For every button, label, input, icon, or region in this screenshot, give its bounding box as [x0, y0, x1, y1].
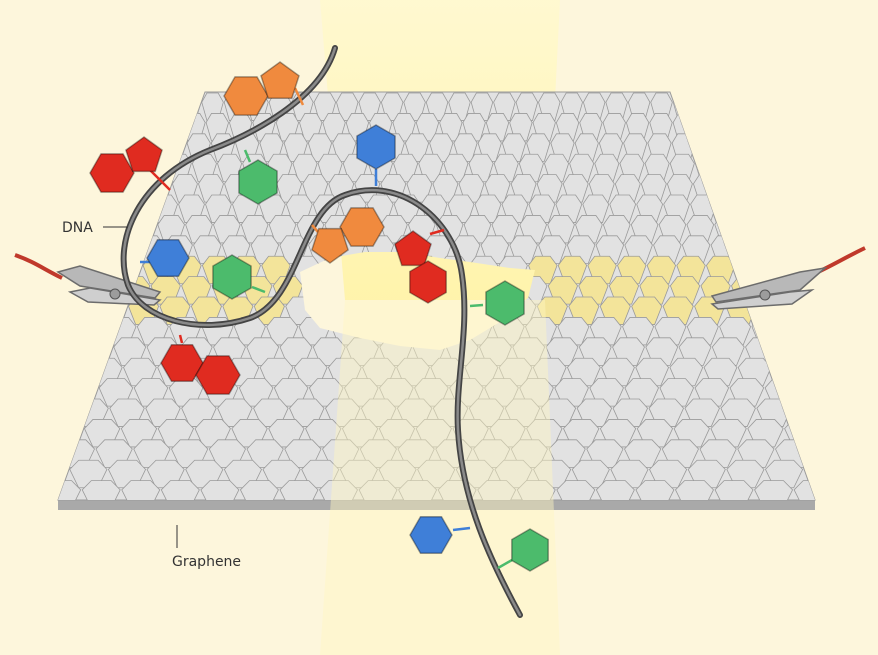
lattice-hex [675, 480, 714, 500]
lattice-hex [719, 174, 745, 203]
graphene-lattice [58, 92, 878, 509]
lattice-hex [279, 480, 319, 500]
lattice-hex [160, 480, 200, 500]
lattice-hex [843, 460, 878, 488]
base-orange-center [311, 207, 385, 264]
base-red-center [394, 228, 447, 304]
dna-label: DNA [62, 220, 93, 236]
left-wire [14, 253, 63, 280]
dna-callout: DNA [62, 220, 128, 236]
base-orange-top [223, 61, 305, 116]
lattice-hex [742, 215, 770, 244]
lattice-hex [792, 398, 815, 427]
lattice-hex [635, 480, 675, 500]
lattice-hex [821, 419, 856, 447]
lattice-hex [58, 459, 69, 489]
lattice-hex [398, 480, 438, 500]
lattice-hex [239, 480, 279, 500]
light-beam-lower [320, 300, 560, 655]
lattice-hex [516, 480, 556, 500]
lattice-hex [739, 235, 768, 264]
lattice-hex [121, 480, 161, 500]
graphene-label: Graphene [172, 554, 241, 570]
lattice-hex [771, 357, 806, 387]
right-electrode [710, 246, 866, 310]
lattice-hex [595, 480, 635, 500]
lattice-hex [81, 480, 121, 500]
base-blue-bottom [409, 516, 471, 554]
graphene-callout: Graphene [172, 525, 241, 570]
base-blue-top [356, 124, 396, 186]
lattice-hex [735, 255, 766, 285]
lattice-hex [834, 481, 872, 509]
base-green-mid [212, 254, 266, 300]
lattice-hex [358, 480, 398, 500]
lattice-hex [754, 480, 794, 500]
lattice-hex [696, 113, 720, 142]
right-clip-icon [710, 266, 828, 310]
lattice-hex [803, 459, 815, 489]
lattice-hex [720, 153, 746, 183]
lattice-hex [799, 378, 815, 407]
base-green-bottom [497, 528, 549, 572]
lattice-hex [58, 480, 82, 500]
lattice-hex [319, 480, 358, 500]
lattice-hex [783, 317, 815, 346]
lattice-hex [695, 133, 721, 162]
lattice-hex [714, 480, 754, 500]
base-red-upper [89, 136, 171, 193]
base-green-upper [238, 149, 278, 205]
base-blue-left [140, 239, 190, 277]
lattice-hex [695, 92, 718, 121]
dna-bases [89, 61, 549, 572]
lattice-hex [63, 378, 99, 407]
lattice-hex [556, 480, 596, 500]
lattice-hex [477, 480, 517, 500]
lattice-hex [717, 194, 744, 223]
lattice-hex [58, 419, 84, 448]
lattice-hex [812, 439, 815, 468]
base-red-lower [160, 334, 241, 395]
lattice-hex [778, 337, 812, 366]
base-green-right [469, 280, 525, 326]
lattice-hex [200, 480, 240, 500]
